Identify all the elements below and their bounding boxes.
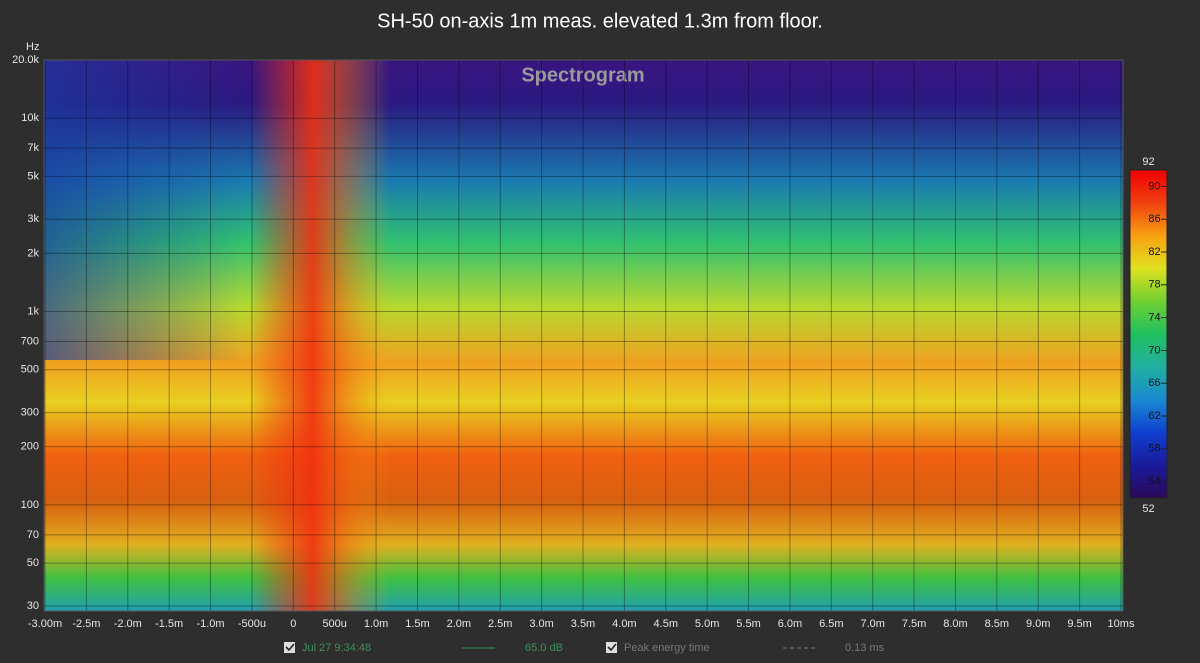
x-tick-label: 5.5m — [736, 618, 760, 630]
colorbar-tick-label: 70 — [1148, 344, 1160, 356]
y-tick-label: 100 — [21, 499, 39, 511]
y-tick-label: 200 — [21, 441, 39, 453]
colorbar-tick-label: 66 — [1148, 377, 1160, 389]
x-tick-label: 9.0m — [1026, 618, 1050, 630]
y-tick-label: 700 — [21, 335, 39, 347]
colorbar-tick-label: 78 — [1148, 279, 1160, 291]
y-tick-label: 7k — [27, 142, 39, 154]
y-tick-label: 10k — [21, 112, 39, 124]
x-tick-label: 500u — [322, 618, 346, 630]
colorbar-tick-label: 54 — [1148, 476, 1160, 488]
x-tick-label: -1.5m — [155, 618, 183, 630]
x-tick-label: 9.5m — [1067, 618, 1091, 630]
y-tick-label: 3k — [27, 213, 39, 225]
checkbox[interactable] — [284, 642, 295, 653]
plot-frame — [43, 59, 1124, 612]
x-tick-label: 10ms — [1108, 618, 1135, 630]
y-tick-label: 50 — [27, 557, 39, 569]
x-tick-label: 5.0m — [695, 618, 719, 630]
x-tick-label: 2.0m — [447, 618, 471, 630]
y-axis-label: Hz — [26, 41, 39, 53]
colorbar-tick-label: 58 — [1148, 443, 1160, 455]
y-tick-label: 30 — [27, 600, 39, 612]
y-tick-label: 500 — [21, 364, 39, 376]
x-tick-label: -2.5m — [72, 618, 100, 630]
x-tick-label: 3.5m — [571, 618, 595, 630]
x-tick-label: 7.5m — [902, 618, 926, 630]
x-tick-label: 8.5m — [985, 618, 1009, 630]
checkbox[interactable] — [606, 642, 617, 653]
x-tick-label: 4.0m — [612, 618, 636, 630]
x-tick-label: -3.00m — [28, 618, 62, 630]
x-tick-label: -2.0m — [114, 618, 142, 630]
x-tick-label: 8.0m — [943, 618, 967, 630]
chart-title: SH-50 on-axis 1m meas. elevated 1.3m fro… — [377, 10, 823, 32]
colorbar-max-label: 92 — [1142, 156, 1154, 168]
footer-level: 65.0 dB — [525, 642, 563, 654]
colorbar — [1129, 169, 1168, 499]
footer-marker-label: Peak energy time — [624, 642, 710, 654]
y-tick-label: 1k — [27, 305, 39, 317]
footer-date: Jul 27 9:34:48 — [302, 642, 371, 654]
y-tick-label: 300 — [21, 407, 39, 419]
spectrogram-ridge — [250, 60, 390, 611]
y-tick-label: 20.0k — [12, 54, 39, 66]
colorbar-min-label: 52 — [1142, 503, 1154, 515]
checkmark — [607, 643, 617, 652]
colorbar-tick-label: 82 — [1148, 246, 1160, 258]
x-tick-label: -1.0m — [196, 618, 224, 630]
x-tick-label: 4.5m — [654, 618, 678, 630]
footer-marker-value: 0.13 ms — [845, 642, 885, 654]
spectrogram-shade — [44, 60, 244, 360]
x-tick-label: 7.0m — [860, 618, 884, 630]
x-tick-label: 6.0m — [778, 618, 802, 630]
x-tick-label: 1.0m — [364, 618, 388, 630]
checkmark — [285, 643, 295, 652]
x-tick-label: -500u — [238, 618, 266, 630]
x-tick-label: 2.5m — [488, 618, 512, 630]
chart-subtitle: Spectrogram — [521, 64, 644, 86]
colorbar-tick-label: 74 — [1148, 312, 1160, 324]
y-tick-label: 5k — [27, 170, 39, 182]
colorbar-tick-label: 90 — [1148, 180, 1160, 192]
y-tick-label: 70 — [27, 529, 39, 541]
y-tick-label: 2k — [27, 247, 39, 259]
x-tick-label: 1.5m — [405, 618, 429, 630]
colorbar-tick-label: 62 — [1148, 410, 1160, 422]
colorbar-tick-label: 86 — [1148, 213, 1160, 225]
x-tick-label: 3.0m — [529, 618, 553, 630]
x-tick-label: 6.5m — [819, 618, 843, 630]
x-tick-label: 0 — [290, 618, 296, 630]
